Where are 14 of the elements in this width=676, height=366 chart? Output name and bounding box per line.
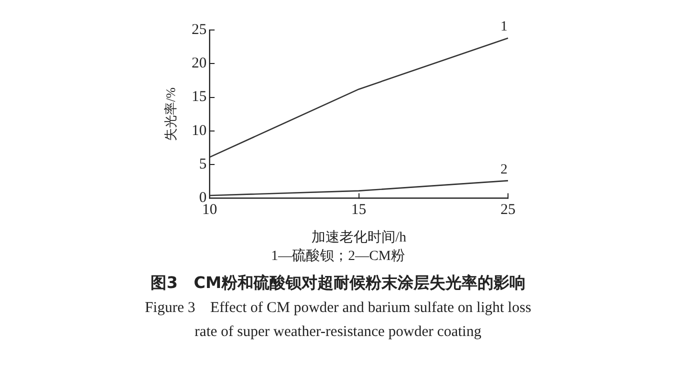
x-tick-label: 15	[351, 202, 366, 218]
y-tick-label: 20	[192, 56, 207, 72]
y-tick-label: 10	[192, 122, 207, 139]
text: Figure 3 Effect of CM powder and barium sulfate on light loss rate of super weather-resistance powder coating	[144, 299, 532, 342]
series-label: 2	[500, 162, 508, 178]
y-tick-label: 5	[199, 156, 207, 172]
y-tick-label: 15	[192, 89, 207, 106]
x-axis-title: 加速老化时间/h	[311, 229, 406, 246]
y-axis-title: 失光率/%	[163, 87, 178, 141]
x-tick-label: 25	[500, 202, 516, 218]
series-label: 1	[500, 20, 508, 35]
y-tick-label: 25	[192, 22, 207, 38]
text: 图3 CM粉和硫酸钡对超耐候粉末涂层失光率的影响	[150, 272, 526, 294]
text: 1—硫酸钡；2—CM粉	[270, 248, 406, 266]
